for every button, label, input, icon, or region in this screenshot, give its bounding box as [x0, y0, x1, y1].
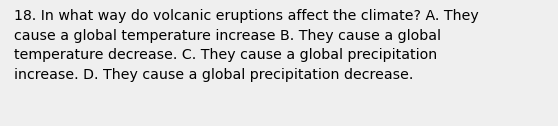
Text: 18. In what way do volcanic eruptions affect the climate? A. They
cause a global: 18. In what way do volcanic eruptions af… [14, 9, 479, 82]
